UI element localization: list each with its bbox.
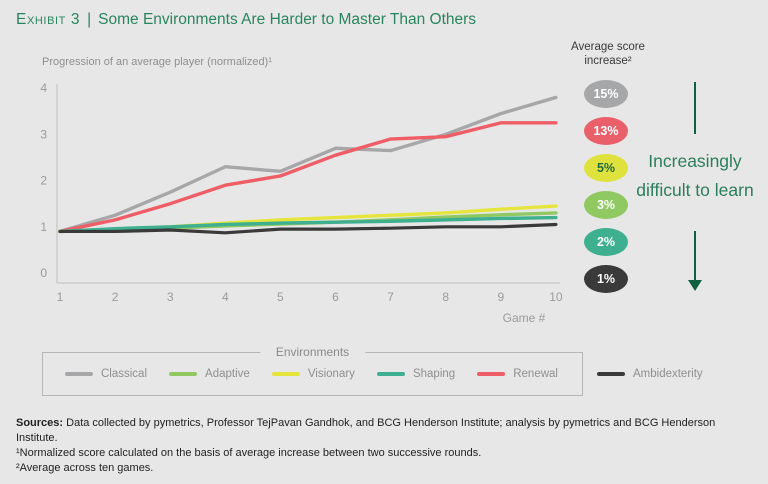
footnote-1: ¹Normalized score calculated on the basi… (16, 447, 482, 459)
score-badge-adaptive: 3% (584, 191, 628, 219)
legend-title: Environments (259, 345, 366, 359)
y-tick-label: 3 (40, 127, 47, 141)
line-ambidexterity (58, 222, 558, 235)
badge-label: 2% (596, 235, 616, 249)
x-tick-label: 10 (549, 290, 563, 304)
renewal-line-swatch (477, 372, 506, 376)
exhibit-number: Exhibit 3 (16, 11, 81, 28)
footnote-2: ²Average across ten games. (16, 462, 154, 474)
y-tick-label: 1 (40, 220, 47, 234)
xaxis-title: Game # (502, 311, 546, 325)
legend-item-visionary: Visionary (271, 368, 355, 380)
legend-item-label: Adaptive (205, 368, 250, 380)
x-tick-label: 4 (222, 290, 229, 304)
difficulty-note: Increasingly difficult to learn (636, 151, 754, 200)
badge-label: 15% (593, 87, 619, 101)
badge-label: 1% (596, 272, 616, 286)
ambidexterity-line-swatch (597, 372, 625, 376)
page-title: Exhibit 3 | Some Environments Are Harder t… (16, 11, 476, 29)
down-arrow-upper-segment (694, 82, 696, 134)
x-tick-label: 2 (112, 290, 119, 304)
score-panel-heading: Average score increase² (571, 41, 645, 67)
source-notes: Sources: Data collected by pymetrics, Pr… (16, 416, 756, 476)
y-tick-label: 0 (40, 266, 47, 280)
legend-item-adaptive: Adaptive (169, 368, 250, 380)
down-arrow-head-icon (688, 280, 702, 291)
exhibit-title-text: Some Environments Are Harder to Master T… (98, 11, 477, 28)
legend-item-label: Renewal (513, 368, 558, 380)
x-tick-label: 6 (332, 290, 339, 304)
shaping-line-swatch (376, 372, 405, 376)
legend-item-label: Visionary (307, 368, 355, 380)
legend-item-classical: Classical (65, 368, 147, 380)
badge-label: 5% (596, 161, 616, 175)
line-renewal (58, 121, 558, 234)
line-classical (58, 95, 558, 234)
legend-item-label: Ambidexterity (633, 368, 703, 380)
legend-item-renewal: Renewal (477, 368, 558, 380)
adaptive-line-swatch (169, 372, 198, 376)
x-tick-label: 7 (387, 290, 394, 304)
score-badge-classical: 15% (584, 80, 628, 108)
x-tick-label: 3 (167, 290, 174, 304)
environments-legend: Environments Classical Adaptive Visionar… (42, 345, 583, 396)
legend-item-label: Shaping (412, 368, 456, 380)
title-separator: | (87, 11, 92, 28)
score-badge-renewal: 13% (584, 117, 628, 145)
legend-item-label: Classical (101, 368, 148, 380)
down-arrow-lower-segment (694, 231, 696, 281)
line-shaping (58, 215, 558, 234)
x-tick-label: 9 (497, 290, 504, 304)
badge-label: 13% (593, 124, 619, 138)
y-tick-label: 4 (40, 81, 47, 95)
legend-item-ambidexterity: Ambidexterity (597, 352, 703, 396)
score-badge-visionary: 5% (584, 154, 628, 182)
x-tick-label: 1 (57, 290, 64, 304)
chart-subtitle: Progression of an average player (normal… (42, 56, 272, 68)
sources-label: Sources: (16, 417, 64, 429)
score-badge-shaping: 2% (584, 228, 628, 256)
visionary-line-swatch (271, 372, 300, 376)
score-badge-column: 15% 13% 5% 3% 2% 1% (584, 80, 628, 293)
x-tick-label: 8 (442, 290, 449, 304)
sources-line: Sources: Data collected by pymetrics, Pr… (16, 416, 756, 446)
y-tick-label: 2 (40, 174, 47, 188)
score-badge-ambidexterity: 1% (584, 265, 628, 293)
legend-item-shaping: Shaping (376, 368, 456, 380)
sources-text: Data collected by pymetrics, Professor T… (16, 417, 716, 444)
badge-label: 3% (596, 198, 616, 212)
x-tick-label: 5 (277, 290, 284, 304)
classical-line-swatch (65, 372, 93, 376)
